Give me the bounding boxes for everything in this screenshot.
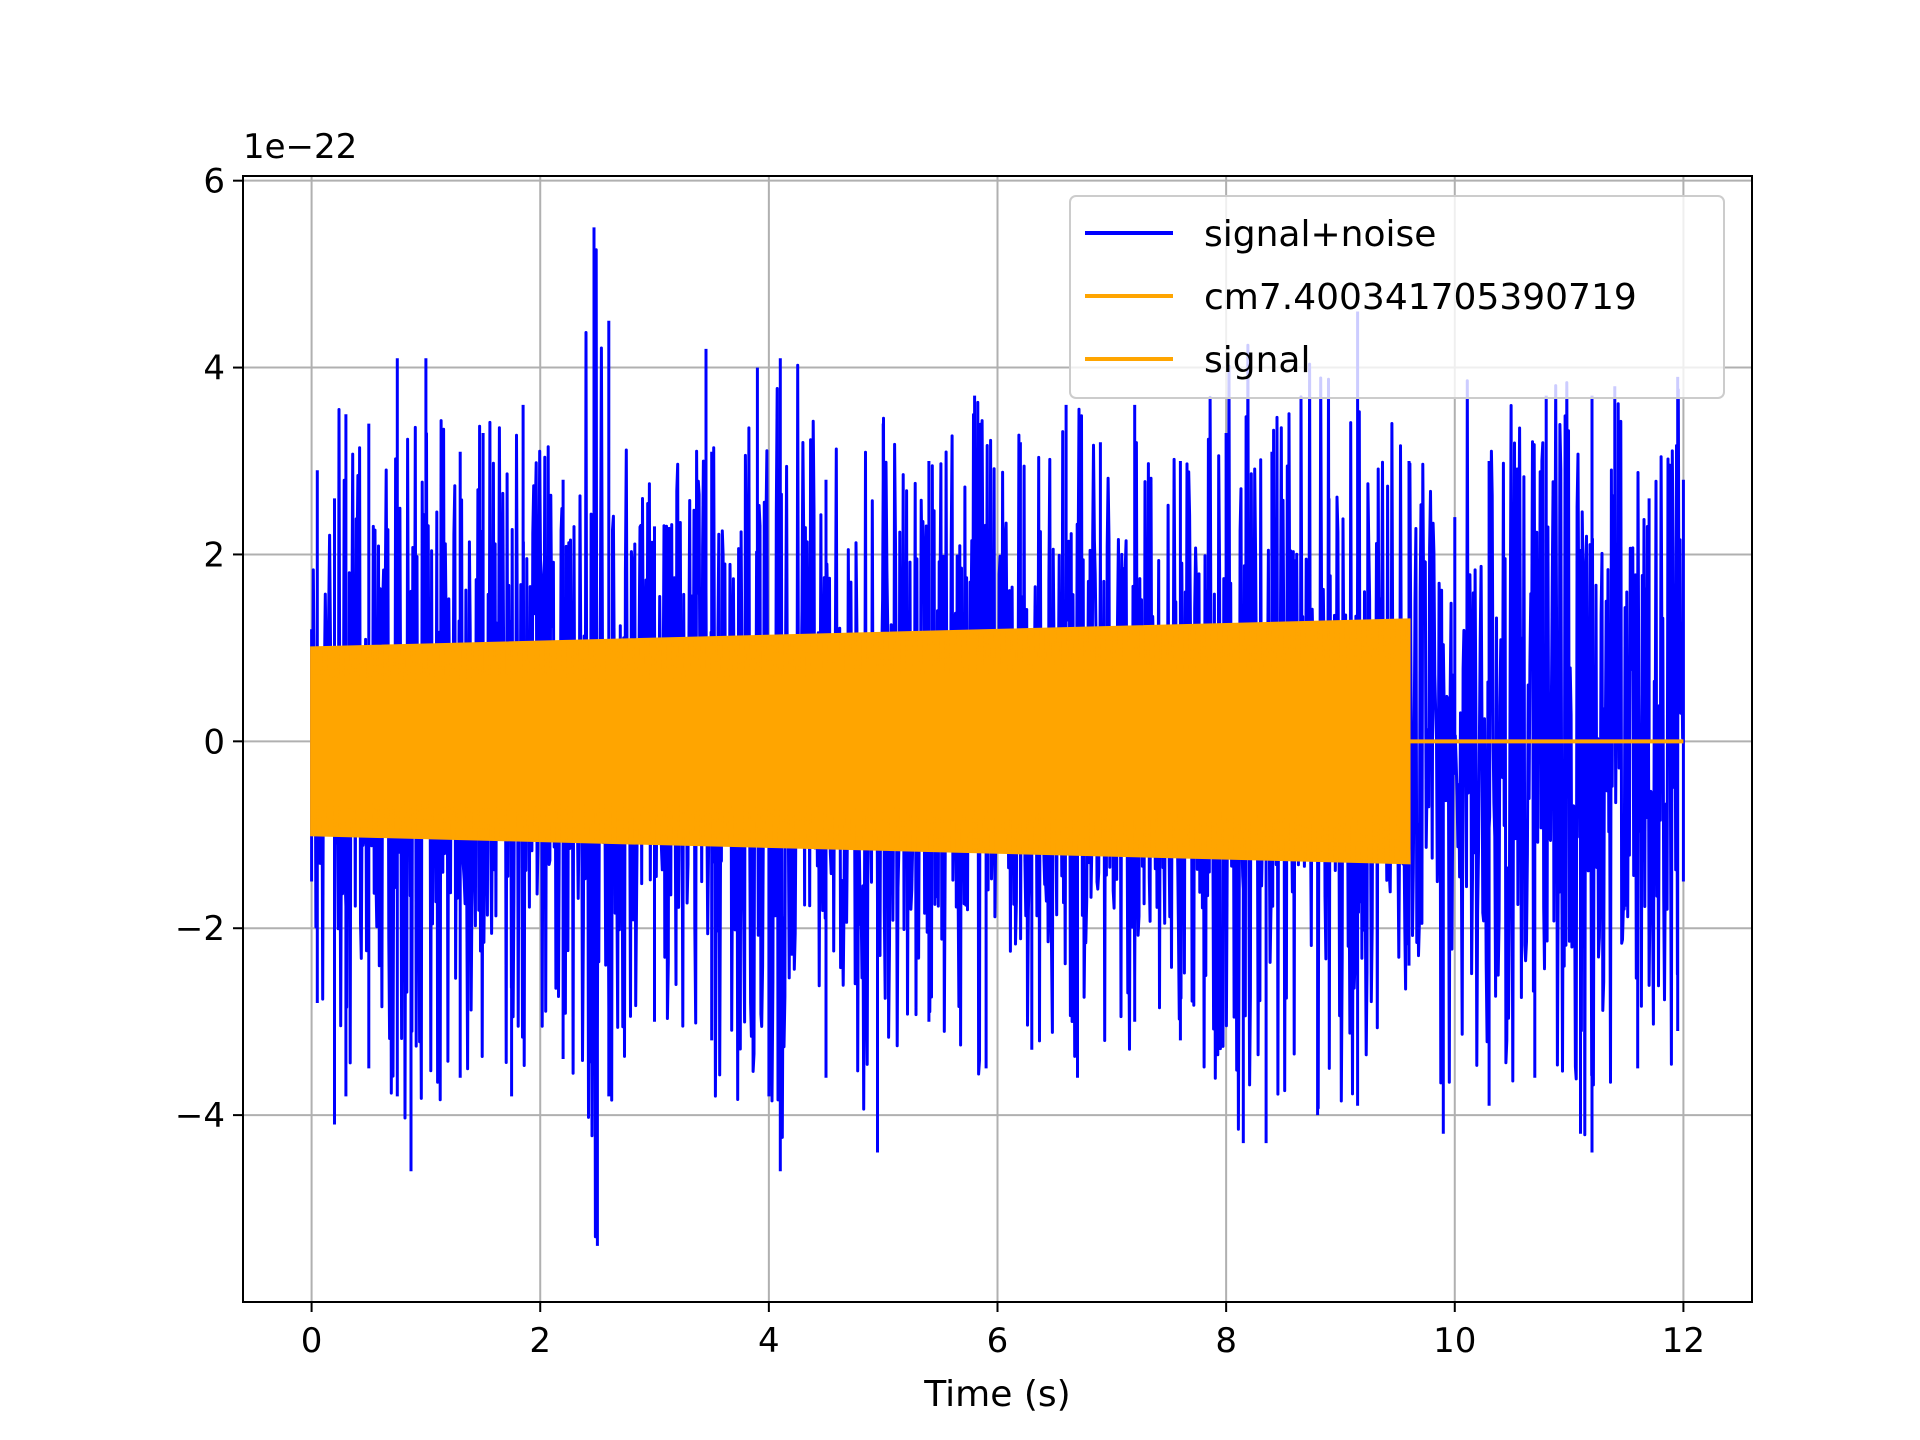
y-tick-label: 0: [203, 722, 225, 762]
x-tick-label: 4: [758, 1321, 780, 1361]
legend: signal+noise cm7.400341705390719 signal: [1069, 195, 1725, 399]
legend-label: signal: [1204, 340, 1311, 381]
legend-box: [1069, 195, 1725, 399]
x-tick-label: 2: [529, 1321, 551, 1361]
series-chirp-line: [310, 619, 1410, 863]
x-tick-label: 10: [1433, 1321, 1476, 1361]
plot-area: [310, 227, 1685, 1246]
y-tick-label: −2: [175, 909, 225, 949]
axis-ticks: 0 2 4 6 8 10 12 −4 −2 0 2 4 6: [175, 162, 1705, 1361]
x-tick-label: 12: [1662, 1321, 1705, 1361]
legend-label: signal+noise: [1204, 214, 1436, 255]
y-tick-label: 6: [203, 162, 225, 202]
y-tick-label: 4: [203, 349, 225, 389]
x-tick-label: 8: [1215, 1321, 1237, 1361]
y-tick-label: 2: [203, 535, 225, 575]
x-tick-label: 0: [301, 1321, 323, 1361]
y-tick-label: −4: [175, 1096, 225, 1136]
y-offset-label: 1e−22: [243, 127, 357, 167]
x-tick-label: 6: [987, 1321, 1009, 1361]
x-axis-title: Time (s): [923, 1374, 1070, 1415]
legend-label: cm7.400341705390719: [1204, 277, 1637, 318]
